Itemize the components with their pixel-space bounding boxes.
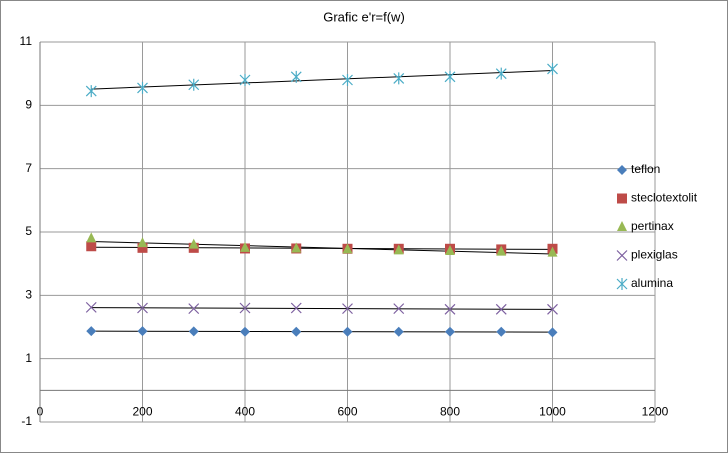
x-tick-label: 400 [235, 405, 255, 419]
legend-label: pertinax [631, 219, 674, 233]
marker [444, 303, 456, 315]
legend-marker [617, 221, 627, 231]
y-tick-label: 5 [25, 224, 32, 238]
legend-label: alumina [631, 276, 673, 290]
y-tick-label: 1 [25, 351, 32, 365]
x-tick-label: 1000 [539, 405, 566, 419]
legend-marker [617, 193, 627, 204]
marker [240, 241, 250, 252]
y-tick-label: 11 [20, 34, 33, 48]
marker [495, 303, 507, 315]
x-tick-label: 600 [337, 405, 357, 419]
marker [291, 242, 302, 253]
marker [137, 81, 148, 94]
marker [342, 303, 353, 315]
marker [188, 238, 199, 249]
marker [547, 246, 558, 257]
marker [342, 74, 353, 86]
legend-label: steclotextolit [631, 191, 698, 205]
trendline [91, 330, 553, 333]
trendline [91, 70, 553, 90]
x-tick-label: 1200 [642, 405, 669, 419]
marker [137, 326, 148, 337]
marker [239, 74, 251, 86]
marker [86, 241, 97, 252]
legend-marker [617, 165, 627, 175]
marker [188, 303, 200, 315]
marker [393, 303, 405, 315]
marker [547, 303, 558, 315]
legend-marker [616, 278, 628, 290]
trendline [91, 246, 553, 250]
marker [239, 302, 251, 314]
legend-label: plexiglas [631, 248, 678, 262]
marker [444, 70, 456, 83]
marker [188, 78, 200, 91]
y-tick-label: -1 [21, 414, 32, 428]
marker [393, 326, 404, 337]
marker [137, 302, 148, 314]
marker [291, 326, 302, 337]
marker [290, 70, 302, 83]
marker [188, 326, 199, 337]
marker [342, 243, 353, 254]
marker [137, 237, 148, 248]
marker [85, 85, 97, 98]
x-tick-label: 800 [440, 405, 460, 419]
marker [240, 326, 250, 337]
marker [445, 326, 455, 337]
y-tick-label: 7 [25, 161, 32, 175]
trendline [91, 307, 553, 310]
marker [496, 326, 507, 337]
marker [85, 301, 97, 313]
marker [495, 67, 507, 80]
chart-title: Grafic e'r=f(w) [323, 9, 405, 24]
marker [496, 245, 507, 256]
trendline [91, 241, 553, 255]
marker [393, 244, 404, 255]
marker [547, 62, 558, 75]
legend-marker [616, 250, 628, 261]
marker [547, 327, 558, 338]
y-tick-label: 9 [25, 98, 32, 112]
marker [290, 302, 302, 314]
marker [393, 72, 405, 85]
marker [342, 326, 353, 337]
x-tick-label: 200 [132, 405, 152, 419]
marker [86, 326, 97, 337]
y-tick-label: 3 [25, 288, 32, 302]
marker [445, 245, 455, 255]
legend-label: teflon [631, 162, 660, 176]
marker [86, 232, 97, 243]
